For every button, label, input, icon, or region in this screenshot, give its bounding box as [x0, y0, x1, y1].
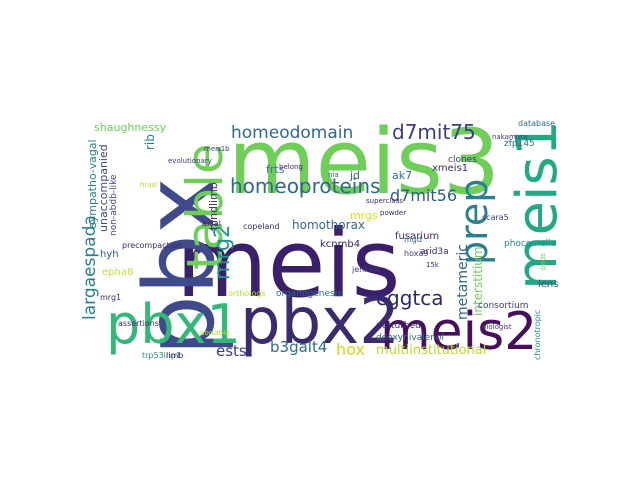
cloud-word: shaughnessy	[94, 121, 167, 134]
cloud-word: pbx1	[106, 293, 241, 356]
cloud-word: copeland	[243, 222, 280, 231]
cloud-word: biologist	[482, 323, 512, 331]
cloud-word: arid3a	[420, 247, 449, 257]
cloud-word: unaccompanied	[97, 144, 110, 232]
cloud-word: d7mit75	[392, 120, 476, 144]
cloud-word: 15k	[426, 261, 439, 269]
cloud-word: non-abdb-like	[109, 174, 119, 237]
cloud-word: deoxynivalenol	[376, 333, 444, 343]
cloud-word: mrg1	[100, 293, 122, 302]
cloud-word: superclass	[366, 197, 403, 205]
cloud-word: homeodomain	[231, 123, 354, 143]
cloud-word: jd	[350, 169, 361, 182]
cloud-word: frts	[266, 163, 285, 176]
cloud-word: ak7	[392, 169, 413, 182]
cloud-word: mrg2	[210, 224, 234, 280]
cloud-word: homothorax	[292, 218, 366, 232]
cloud-word: axial	[202, 219, 221, 228]
cloud-word: organogenesis	[276, 289, 342, 299]
cloud-word: portable	[200, 329, 230, 337]
cloud-word: powder	[380, 209, 407, 217]
cloud-word: hoxa9	[404, 249, 429, 258]
cloud-word: mgd	[404, 235, 422, 244]
cloud-word: assertions	[118, 319, 159, 328]
cloud-word: belong	[279, 163, 303, 171]
cloud-word: pbx2	[240, 285, 400, 359]
cloud-word: precompaction	[122, 241, 182, 250]
cloud-word: zfp145	[504, 139, 535, 149]
cloud-word: hyh	[100, 249, 119, 260]
word-cloud: meis3 meis pbx pbx2 pbx1 meis2 meis1 tab…	[80, 120, 566, 363]
cloud-word: kcnmb4	[320, 239, 361, 250]
cloud-word: clones	[448, 155, 477, 165]
cloud-word: homeoproteins	[230, 174, 381, 198]
cloud-word: hox	[336, 340, 365, 359]
cloud-word: database	[518, 120, 556, 128]
cloud-word: scara5	[482, 213, 509, 222]
cloud-word: evolutionary	[168, 157, 212, 165]
cloud-word: meis1b	[204, 145, 230, 153]
cloud-word: perturbed	[376, 321, 421, 331]
cloud-word: chronotropic	[533, 309, 542, 360]
cloud-word: xmeis1	[432, 163, 469, 174]
cloud-word: nakamura	[492, 133, 528, 141]
cloud-word: d7mit56	[390, 186, 457, 205]
cloud-word: mrgs	[350, 209, 378, 222]
cloud-word: orthologs	[228, 289, 266, 298]
cloud-word: limb	[166, 351, 184, 360]
cloud-word: trp53inp1	[142, 351, 182, 360]
cloud-word: multiinstitutional	[376, 343, 487, 358]
cloud-word: pads	[539, 253, 547, 270]
cloud-word: lens	[538, 279, 559, 290]
cloud-word: ests	[216, 342, 247, 360]
cloud-word: metameric	[455, 244, 471, 320]
cloud-word: fusarium	[395, 231, 440, 242]
cloud-word: meis3	[228, 120, 501, 215]
cloud-word: consortium	[478, 301, 529, 311]
cloud-word: cggtca	[376, 286, 444, 310]
cloud-word: rib	[143, 134, 157, 150]
cloud-word: meis	[176, 210, 401, 319]
cloud-word: hrasl	[140, 181, 158, 189]
cloud-word: epha8	[102, 267, 134, 278]
cloud-word: b3galt4	[270, 338, 328, 356]
cloud-word: nia	[328, 171, 339, 179]
cloud-word: phocomelia	[504, 239, 557, 249]
cloud-word: jenkins	[352, 265, 381, 274]
cloud-word: meis2	[380, 302, 538, 362]
